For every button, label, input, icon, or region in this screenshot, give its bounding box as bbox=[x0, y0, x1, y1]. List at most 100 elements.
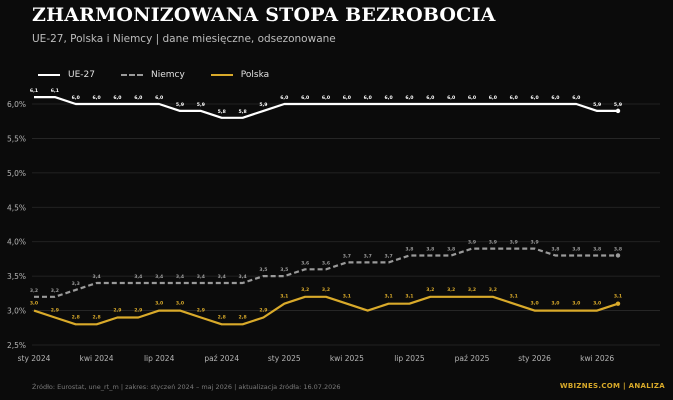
data-label: 3,0 bbox=[176, 301, 184, 307]
series-line-niemcy bbox=[34, 247, 618, 298]
data-label: 3,9 bbox=[510, 240, 518, 246]
x-tick-label: lip 2025 bbox=[394, 354, 425, 363]
data-label: 5,9 bbox=[176, 102, 184, 108]
data-label: 5,8 bbox=[239, 109, 247, 115]
data-label: 3,9 bbox=[531, 240, 539, 246]
data-label: 3,5 bbox=[280, 267, 288, 273]
data-label: 3,1 bbox=[510, 294, 518, 300]
data-label: 3,8 bbox=[447, 246, 455, 252]
data-label: 6,0 bbox=[113, 95, 121, 101]
legend-label-polska: Polska bbox=[240, 70, 270, 80]
data-label: 3,4 bbox=[197, 274, 205, 280]
data-label: 2,9 bbox=[259, 307, 267, 313]
y-tick-label: 4,0% bbox=[7, 238, 26, 247]
data-label: 3,9 bbox=[489, 240, 497, 246]
data-label: 3,1 bbox=[405, 294, 413, 300]
data-label: 3,8 bbox=[614, 246, 622, 252]
data-label: 6,0 bbox=[426, 95, 434, 101]
data-label: 3,7 bbox=[343, 253, 351, 259]
data-label: 3,2 bbox=[30, 288, 38, 294]
data-label: 2,9 bbox=[197, 307, 205, 313]
chart-subtitle: UE-27, Polska i Niemcy | dane miesięczne… bbox=[32, 33, 336, 45]
legend-swatch-polska bbox=[210, 74, 233, 76]
data-label: 6,0 bbox=[343, 95, 351, 101]
data-label: 5,9 bbox=[614, 102, 622, 108]
data-label: 2,9 bbox=[134, 307, 142, 313]
x-tick-label: paź 2024 bbox=[204, 354, 239, 363]
y-tick-label: 2,5% bbox=[7, 341, 26, 350]
data-label: 6,0 bbox=[364, 95, 372, 101]
legend-swatch-niemcy bbox=[120, 74, 143, 76]
chart-legend: UE-27 Niemcy Polska bbox=[38, 70, 295, 80]
data-label: 3,4 bbox=[93, 274, 101, 280]
series-line-polska bbox=[33, 295, 619, 326]
data-label: 3,4 bbox=[176, 274, 184, 280]
data-label: 3,4 bbox=[134, 274, 142, 280]
data-label: 6,1 bbox=[30, 88, 38, 94]
data-label: 2,8 bbox=[72, 314, 80, 320]
y-tick-label: 5,5% bbox=[7, 134, 26, 143]
data-label: 5,8 bbox=[218, 109, 226, 115]
data-label: 6,0 bbox=[385, 95, 393, 101]
data-label: 2,9 bbox=[51, 307, 59, 313]
legend-item-polska: Polska bbox=[210, 70, 270, 80]
data-label: 2,8 bbox=[93, 314, 101, 320]
x-tick-label: paź 2025 bbox=[455, 354, 490, 363]
data-label: 3,8 bbox=[572, 246, 580, 252]
brand-label: WBIZNES.COM | ANALIZA bbox=[559, 382, 665, 390]
data-label: 3,6 bbox=[301, 260, 309, 266]
data-label: 3,2 bbox=[301, 287, 309, 293]
data-label: 3,8 bbox=[551, 246, 559, 252]
data-label: 6,0 bbox=[322, 95, 330, 101]
y-tick-label: 6,0% bbox=[7, 100, 26, 109]
data-label: 6,0 bbox=[489, 95, 497, 101]
data-label: 3,8 bbox=[593, 246, 601, 252]
x-tick-label: sty 2025 bbox=[268, 354, 301, 363]
legend-item-ue27: UE-27 bbox=[38, 70, 95, 80]
data-label: 6,0 bbox=[134, 95, 142, 101]
data-label: 6,0 bbox=[405, 95, 413, 101]
data-label: 3,1 bbox=[343, 294, 351, 300]
data-label: 6,0 bbox=[280, 95, 288, 101]
data-label: 6,0 bbox=[510, 95, 518, 101]
data-label: 3,0 bbox=[30, 301, 38, 307]
legend-label-niemcy: Niemcy bbox=[150, 70, 185, 80]
data-label: 3,0 bbox=[593, 301, 601, 307]
data-label: 6,0 bbox=[531, 95, 539, 101]
data-label: 3,6 bbox=[322, 260, 330, 266]
data-label: 3,1 bbox=[280, 294, 288, 300]
data-label: 6,0 bbox=[93, 95, 101, 101]
y-tick-label: 3,0% bbox=[7, 307, 26, 316]
data-label: 3,8 bbox=[405, 246, 413, 252]
data-label: 3,0 bbox=[531, 301, 539, 307]
data-label: 2,8 bbox=[239, 314, 247, 320]
data-label: 6,0 bbox=[72, 95, 80, 101]
data-label: 6,0 bbox=[155, 95, 163, 101]
data-label: 3,4 bbox=[239, 274, 247, 280]
series-end-point bbox=[615, 108, 621, 114]
data-label: 3,4 bbox=[155, 274, 163, 280]
data-label: 3,2 bbox=[489, 287, 497, 293]
x-tick-label: lip 2024 bbox=[144, 354, 175, 363]
y-tick-label: 3,5% bbox=[7, 272, 26, 281]
data-label: 3,5 bbox=[259, 267, 267, 273]
data-label: 3,8 bbox=[426, 246, 434, 252]
legend-item-niemcy: Niemcy bbox=[120, 70, 185, 80]
data-label: 3,2 bbox=[447, 287, 455, 293]
y-tick-label: 5,0% bbox=[7, 169, 26, 178]
legend-swatch-ue27 bbox=[38, 74, 60, 76]
data-label: 3,3 bbox=[72, 281, 80, 287]
x-tick-label: kwi 2025 bbox=[330, 354, 364, 363]
series-end-point bbox=[615, 301, 621, 306]
data-label: 3,2 bbox=[468, 287, 476, 293]
data-label: 6,0 bbox=[447, 95, 455, 101]
data-label: 3,2 bbox=[322, 287, 330, 293]
source-note: Źródło: Eurostat, une_rt_m | zakres: sty… bbox=[32, 383, 341, 391]
data-label: 3,2 bbox=[426, 287, 434, 293]
data-label: 3,2 bbox=[51, 288, 59, 294]
data-label: 5,9 bbox=[593, 102, 601, 108]
series-line-ue-27 bbox=[34, 96, 618, 119]
legend-label-ue27: UE-27 bbox=[68, 70, 95, 80]
data-label: 3,7 bbox=[385, 253, 393, 259]
data-label: 3,0 bbox=[155, 301, 163, 307]
